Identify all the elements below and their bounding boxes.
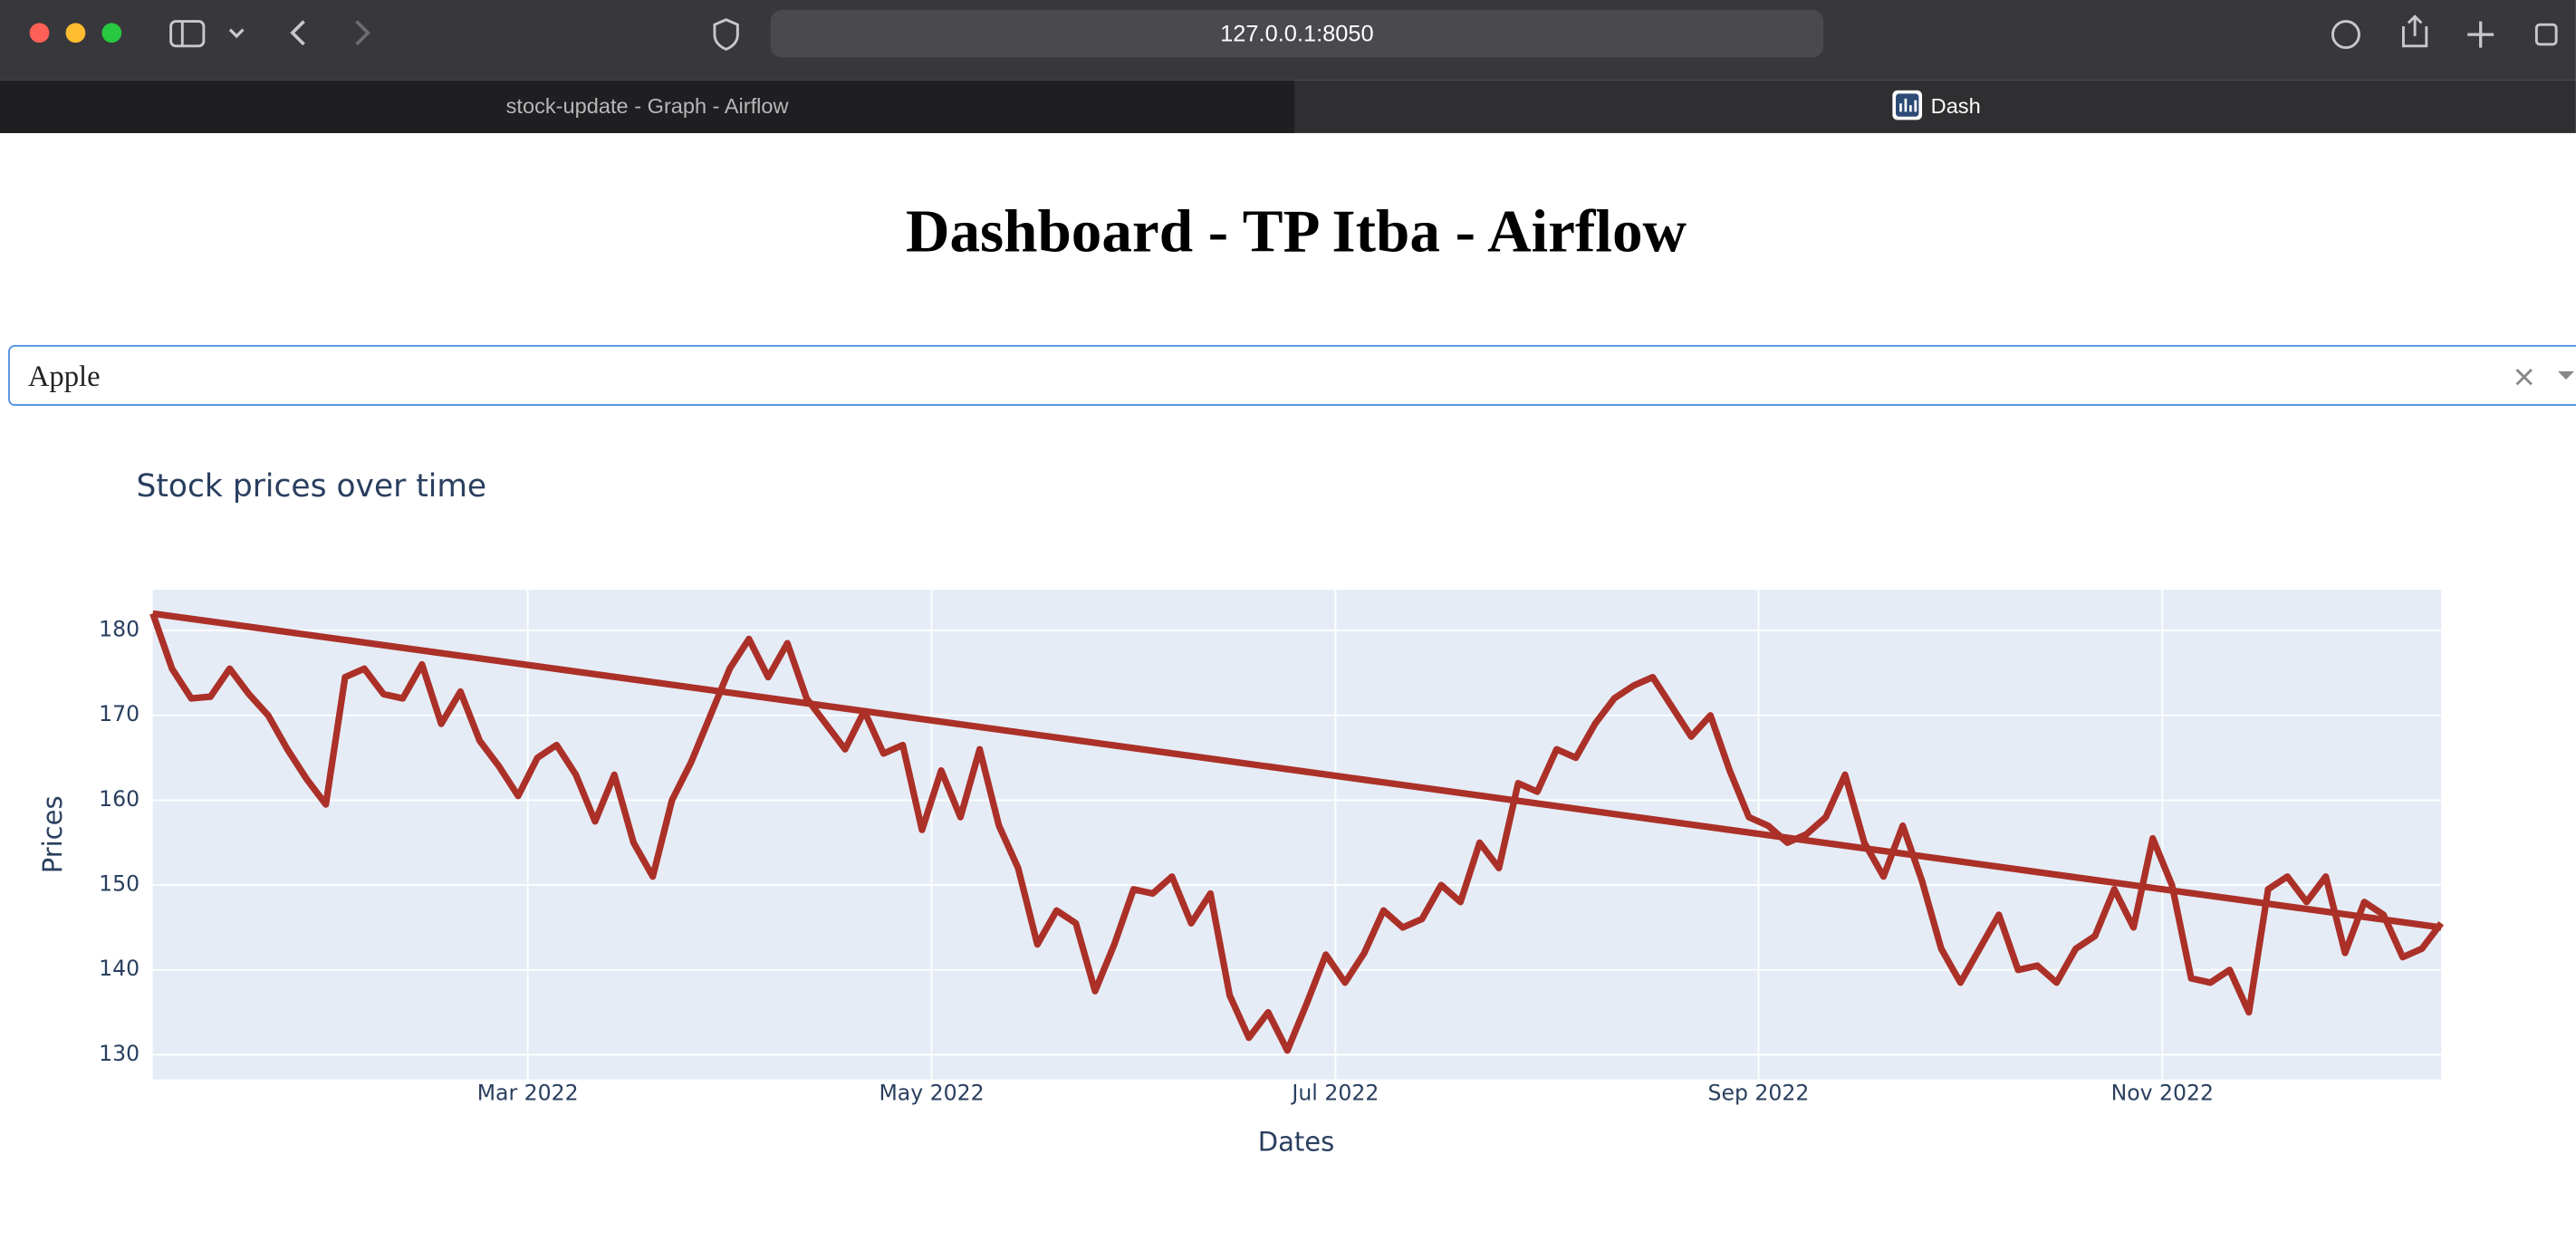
stock-dropdown[interactable]: Apple bbox=[8, 344, 2576, 406]
back-button[interactable] bbox=[290, 20, 305, 46]
tab-favicon bbox=[1892, 90, 1923, 120]
y-tick-label: 180 bbox=[99, 617, 139, 642]
clear-button[interactable] bbox=[2515, 369, 2533, 386]
sidebar-button[interactable] bbox=[169, 20, 206, 48]
toolbar-icons bbox=[29, 14, 2558, 51]
downloads-button[interactable] bbox=[2331, 20, 2360, 50]
dropdown-controls bbox=[2515, 369, 2575, 386]
new-tab-button[interactable] bbox=[2467, 21, 2494, 48]
chart-title: Stock prices over time bbox=[137, 468, 487, 505]
tab-overview-button[interactable] bbox=[2534, 23, 2558, 46]
y-tick-label: 160 bbox=[99, 786, 139, 812]
x-tick-label: May 2022 bbox=[879, 1080, 984, 1105]
zoom-button[interactable] bbox=[101, 23, 122, 43]
tab[interactable]: stock-update - Graph - Airflow bbox=[0, 80, 1295, 133]
forward-button[interactable] bbox=[355, 20, 370, 46]
tab-group-button[interactable] bbox=[228, 28, 245, 39]
y-tick-label: 130 bbox=[99, 1041, 139, 1066]
price-line bbox=[152, 610, 2442, 931]
privacy-button[interactable] bbox=[713, 18, 739, 51]
dropdown-value: Apple bbox=[27, 360, 101, 393]
toolbar: 127.0.0.1:8050 bbox=[0, 0, 2576, 81]
price-line bbox=[149, 612, 2445, 1054]
x-tick-label: Nov 2022 bbox=[2111, 1080, 2214, 1105]
plot-area bbox=[152, 590, 2442, 1080]
dropdown-arrow[interactable] bbox=[2557, 370, 2575, 380]
address-bar[interactable]: 127.0.0.1:8050 bbox=[770, 9, 1824, 58]
tab-title: Dash bbox=[1930, 93, 1981, 119]
x-axis-label: Dates bbox=[1258, 1126, 1334, 1157]
y-axis-label: Prices bbox=[37, 795, 68, 873]
y-tick-label: 170 bbox=[99, 701, 139, 726]
page-heading: Dashboard - TP Itba - Airflow bbox=[906, 198, 1687, 266]
tab-bar: stock-update - Graph - Airflow Dash bbox=[0, 80, 2576, 133]
y-tick-label: 140 bbox=[99, 956, 139, 981]
close-button[interactable] bbox=[29, 23, 50, 43]
x-tick-label: Sep 2022 bbox=[1708, 1080, 1810, 1105]
minimize-button[interactable] bbox=[65, 23, 86, 43]
x-tick-label: Jul 2022 bbox=[1290, 1080, 1379, 1105]
x-tick-label: Mar 2022 bbox=[477, 1080, 579, 1105]
share-button[interactable] bbox=[2401, 14, 2428, 48]
chart: 130 140 150 160 170 180 Mar 2022 May 2022 Jul 20… bbox=[37, 468, 2445, 1157]
tab[interactable]: Dash bbox=[1296, 81, 2576, 133]
y-tick-label: 150 bbox=[99, 871, 139, 897]
